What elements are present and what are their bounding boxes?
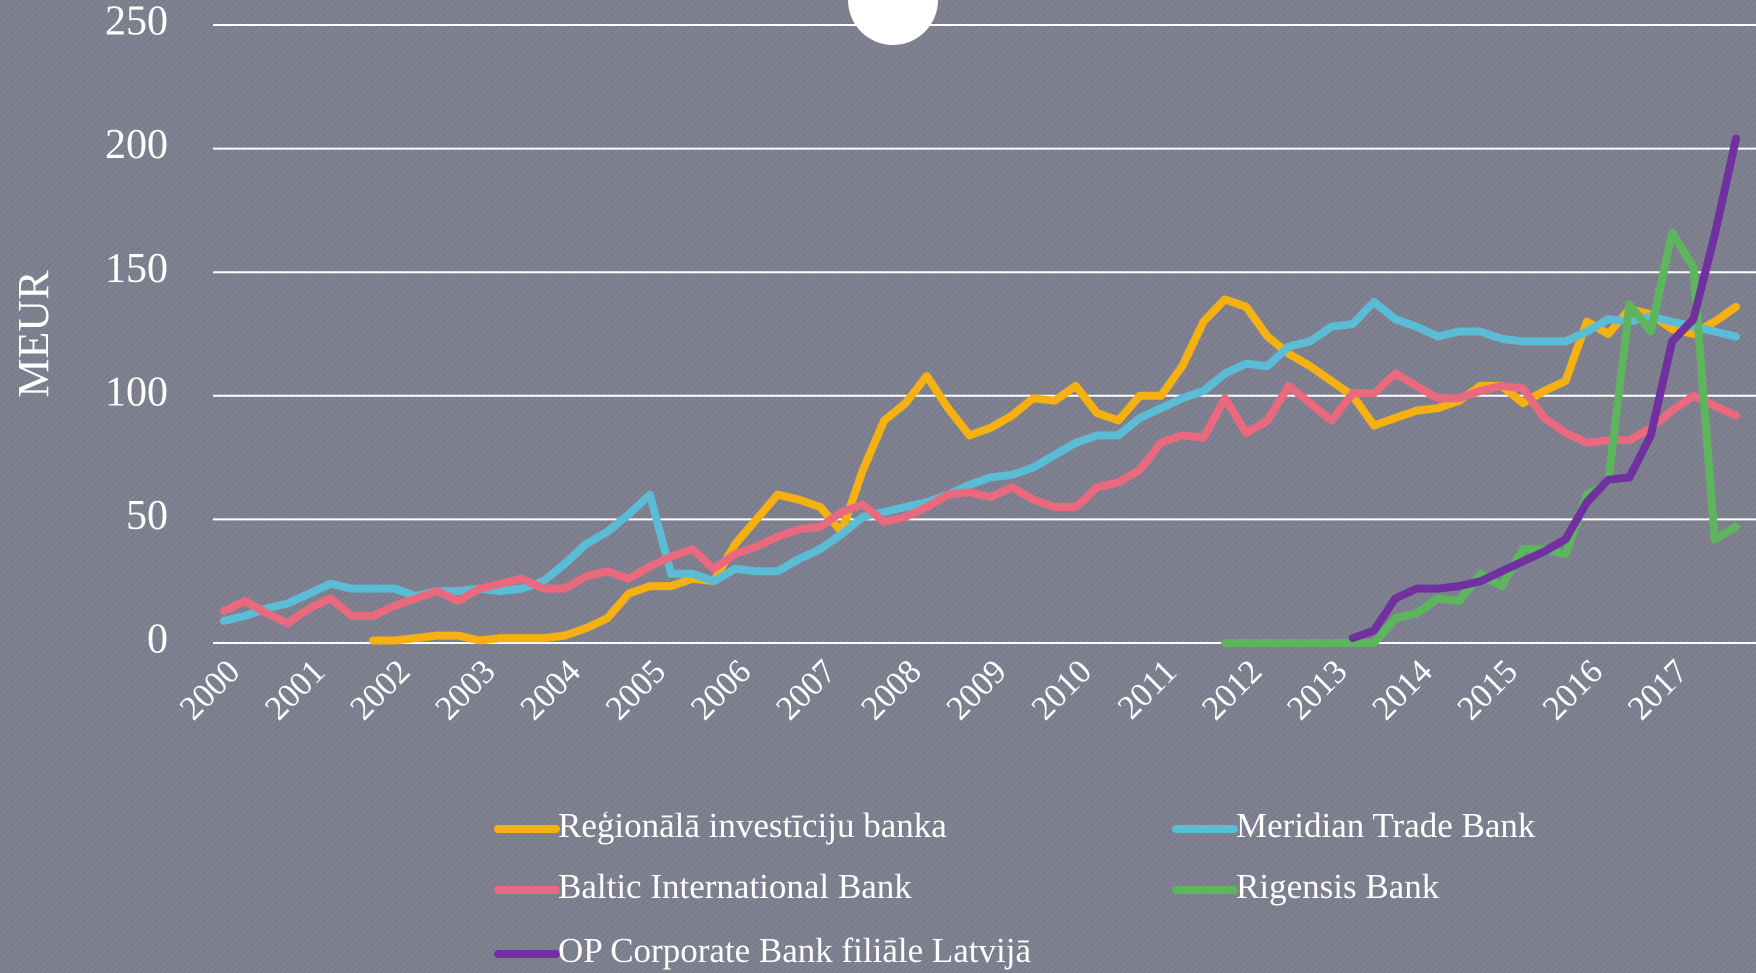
decoration [848,0,938,45]
series-line [1220,228,1740,647]
legend-label: Reģionālā investīciju banka [558,806,947,845]
series-line [1348,134,1740,643]
series-line [369,295,1740,645]
y-tick-label: 50 [126,493,168,539]
legend-label: Rigensis Bank [1236,867,1440,906]
y-tick-label: 100 [105,369,168,415]
y-tick-label: 0 [147,617,168,663]
legend-label: Meridian Trade Bank [1236,806,1536,845]
y-tick-label: 250 [105,0,168,45]
y-axis-label: MEUR [9,270,58,398]
legend-label: OP Corporate Bank filiāle Latvijā [558,931,1031,970]
series-line [220,369,1740,628]
legend-label: Baltic International Bank [558,867,912,906]
y-tick-label: 150 [105,246,168,292]
y-tick-label: 200 [105,122,168,168]
